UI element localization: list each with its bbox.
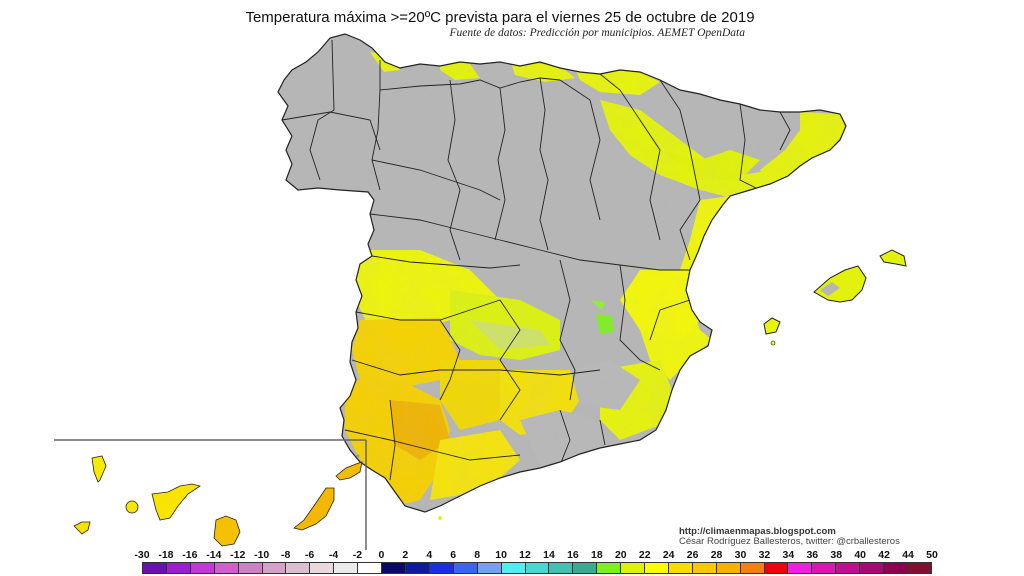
legend-tick-label: 40 (854, 549, 867, 561)
legend-tick-label: -14 (206, 549, 222, 561)
legend-swatch (812, 563, 837, 573)
legend-tick-label: 12 (519, 549, 531, 561)
legend-tick-label: 18 (591, 549, 603, 561)
legend-swatch (453, 563, 478, 573)
legend-tick-label: 20 (614, 549, 627, 561)
legend-tick-label: 22 (638, 549, 651, 561)
legend-swatch (143, 563, 167, 573)
legend-tick-label: 28 (710, 549, 723, 561)
legend-tick-label: -16 (182, 549, 198, 561)
legend-swatch (549, 563, 574, 573)
legend-tick-label: 4 (426, 549, 433, 561)
legend-swatch (214, 563, 239, 573)
legend-tick-label: 36 (806, 549, 819, 561)
province-borders (281, 39, 791, 481)
legend-swatch (382, 563, 406, 573)
legend-tick-label: -8 (280, 549, 291, 561)
legend-swatch (621, 563, 646, 573)
legend-tick-label: 30 (734, 549, 747, 561)
legend-labels: -30 -18 -16 -14 -12 -10 -8 -6 -4 -2 0 2 4 6 8 10 12 14 16 1… (134, 549, 937, 561)
legend-tick-label: 10 (495, 549, 507, 561)
legend-swatch (190, 563, 215, 573)
legend-swatch (238, 563, 263, 573)
blog-url: http://climaenmapas.blogspot.com (679, 526, 836, 537)
legend-tick-label: -10 (254, 549, 270, 561)
peninsula-fill (278, 34, 846, 512)
legend-tick-label: 42 (878, 549, 890, 561)
map-title: Temperatura máxima >=20ºC prevista para … (245, 9, 755, 26)
legend-tick-label: -30 (134, 549, 150, 561)
legend-tick-label: 32 (758, 549, 771, 561)
canary-islands-inset (54, 439, 367, 550)
legend-tick-label: 24 (662, 549, 675, 561)
ceuta-marker (438, 516, 442, 520)
legend-swatch (573, 563, 598, 573)
legend-swatch (740, 563, 765, 573)
legend-tick-label: 6 (450, 549, 457, 561)
author-credit: César Rodríguez Ballesteros, twitter: @c… (679, 536, 900, 547)
legend-swatch (884, 563, 908, 573)
legend-tick-label: -6 (304, 549, 315, 561)
legend-color-bar (142, 562, 932, 574)
legend-swatch (501, 563, 526, 573)
legend-tick-label: 16 (567, 549, 579, 561)
legend-tick-label: -2 (352, 549, 363, 561)
legend-swatch (334, 563, 359, 573)
legend-swatch (310, 563, 335, 573)
credits: http://climaenmapas.blogspot.com César R… (679, 527, 900, 547)
legend-swatch (860, 563, 885, 573)
legend-swatch (908, 563, 931, 573)
temperature-legend: -30 -18 -16 -14 -12 -10 -8 -6 -4 -2 0 2 4 6 8 10 12 14 16 1… (134, 549, 938, 576)
legend-tick-label: 2 (402, 549, 409, 561)
legend-swatch (597, 563, 622, 573)
legend-tick-label: 34 (782, 549, 795, 561)
legend-tick-label: 0 (378, 549, 385, 561)
balearic-islands (763, 249, 907, 346)
legend-swatch (645, 563, 669, 573)
legend-swatch (788, 563, 813, 573)
legend-swatch (405, 563, 430, 573)
legend-swatch (477, 563, 502, 573)
legend-swatch (692, 563, 717, 573)
legend-swatch (358, 563, 383, 573)
legend-tick-label: 8 (474, 549, 481, 561)
legend-swatch (262, 563, 287, 573)
legend-swatch (166, 563, 191, 573)
legend-swatch (764, 563, 789, 573)
data-source-subtitle: Fuente de datos: Predicción por municipi… (449, 27, 745, 39)
legend-tick-label: 50 (926, 549, 938, 561)
legend-tick-label: -4 (328, 549, 339, 561)
legend-swatch (286, 563, 311, 573)
legend-swatch (429, 563, 454, 573)
legend-tick-label: -12 (230, 549, 246, 561)
legend-swatch (836, 563, 861, 573)
legend-swatch (716, 563, 741, 573)
legend-swatch (525, 563, 550, 573)
legend-tick-label: 44 (902, 549, 914, 561)
legend-tick-label: 26 (686, 549, 699, 561)
legend-tick-label: 14 (543, 549, 555, 561)
legend-tick-label: -18 (158, 549, 174, 561)
legend-tick-label: 38 (830, 549, 843, 561)
legend-swatch (668, 563, 693, 573)
